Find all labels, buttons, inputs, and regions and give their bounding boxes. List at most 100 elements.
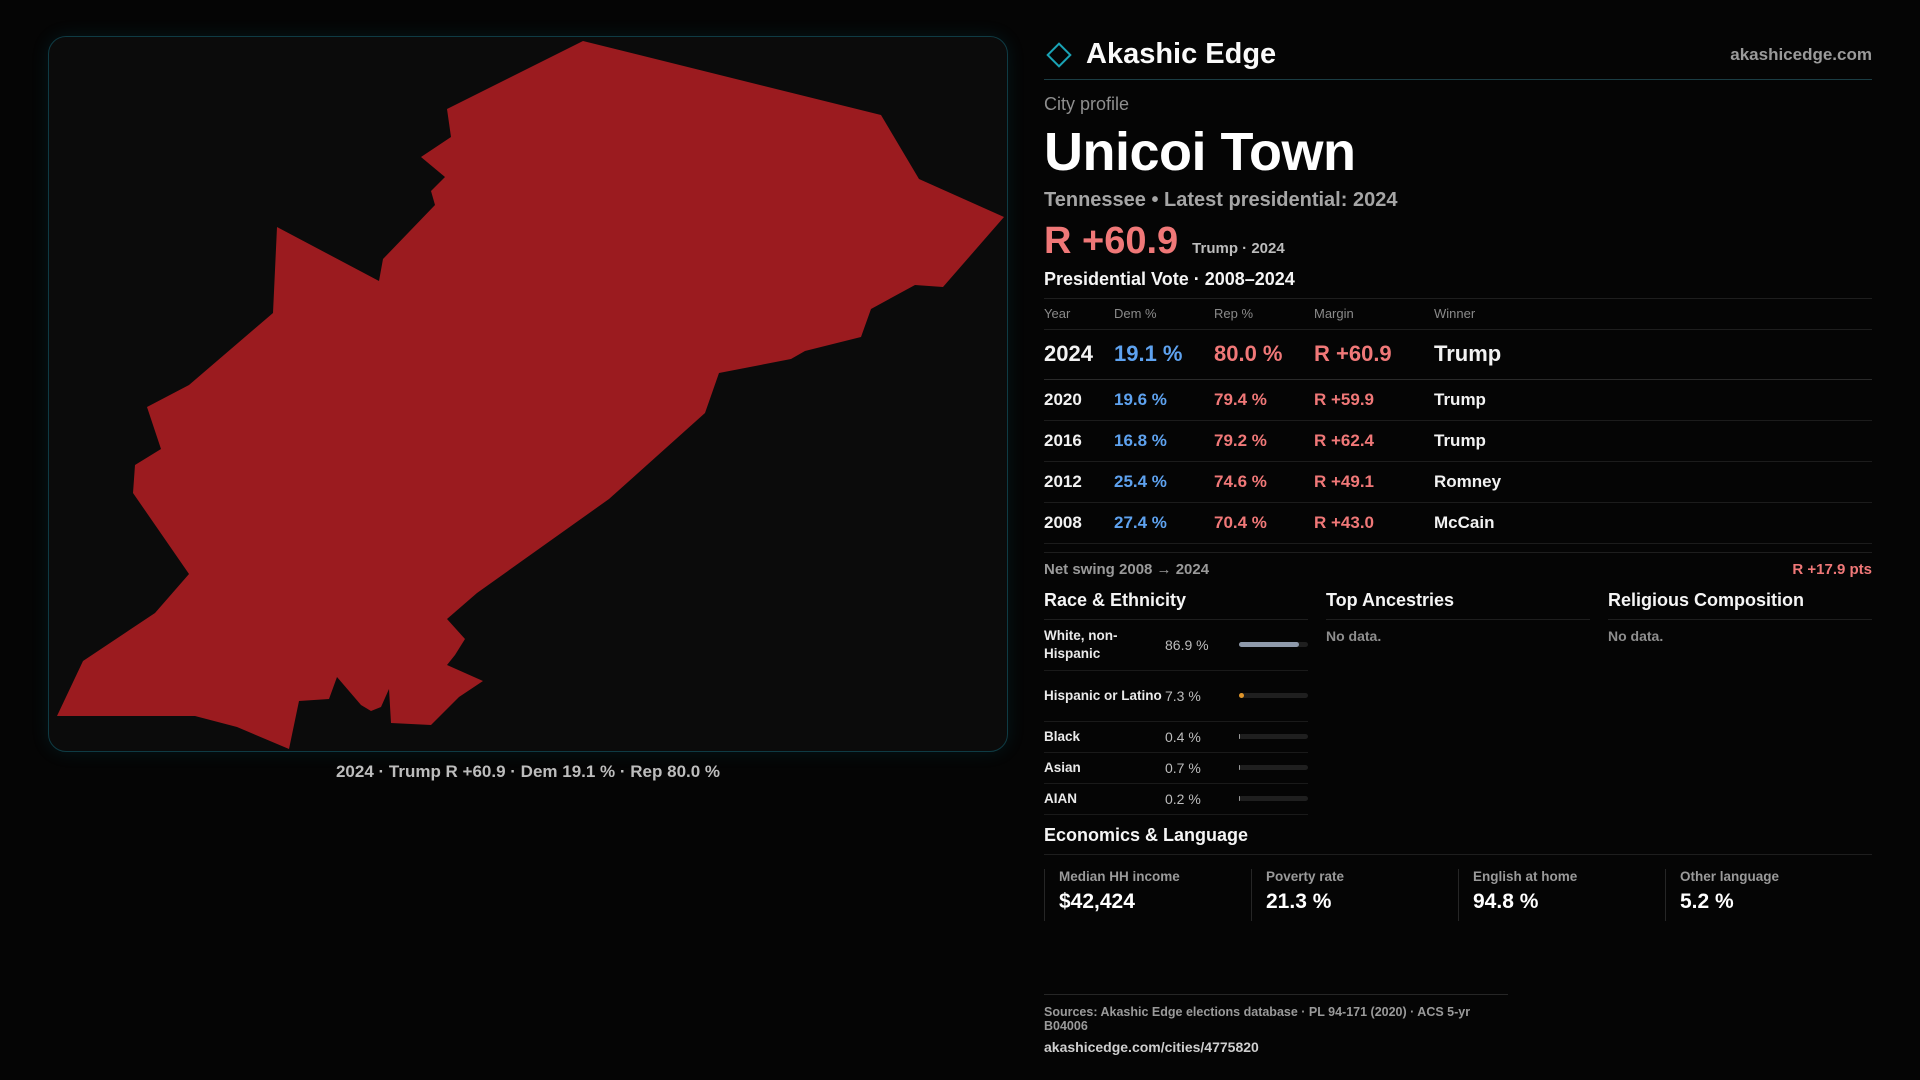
- race-bar: [1239, 642, 1308, 647]
- sources-text: Sources: Akashic Edge elections database…: [1044, 1005, 1471, 1033]
- cell-year: 2016: [1044, 420, 1114, 462]
- table-row: 2012 25.4 % 74.6 % R +49.1 Romney: [1044, 461, 1872, 503]
- list-item: Hispanic or Latino 7.3 %: [1044, 671, 1308, 722]
- diamond-icon: [1046, 41, 1072, 68]
- race-pct: 7.3 %: [1165, 687, 1201, 704]
- table-header-row: Year Dem % Rep % Margin Winner: [1044, 299, 1872, 330]
- cell-rep: 70.4 %: [1214, 502, 1314, 544]
- race-pct: 0.2 %: [1165, 790, 1201, 807]
- cell-year: 2024: [1044, 329, 1114, 380]
- swing-value: R +17.9 pts: [1792, 560, 1872, 578]
- cell-margin: R +62.4: [1314, 420, 1434, 462]
- race-name: White, non-Hispanic: [1044, 627, 1118, 661]
- stat-value: $42,424: [1059, 889, 1135, 913]
- cell-margin: R +59.9: [1314, 379, 1434, 421]
- list-item: Black 0.4 %: [1044, 722, 1308, 753]
- table-row: 2008 27.4 % 70.4 % R +43.0 McCain: [1044, 502, 1872, 544]
- city-boundary-shape: [57, 41, 1004, 749]
- headline-result: R +60.9 Trump · 2024: [1044, 220, 1872, 263]
- stat-label: English at home: [1473, 868, 1578, 884]
- cell-winner: Trump: [1434, 329, 1872, 380]
- brand-header: Akashic Edge akashicedge.com: [1044, 30, 1872, 80]
- cell-dem: 19.1 %: [1114, 329, 1214, 380]
- map-caption: 2024 · Trump R +60.9 · Dem 19.1 % · Rep …: [335, 762, 721, 781]
- cell-year: 2008: [1044, 502, 1114, 544]
- stat-median-income: Median HH income $42,424: [1044, 868, 1251, 921]
- race-pct: 86.9 %: [1165, 636, 1209, 653]
- cell-margin: R +49.1: [1314, 461, 1434, 503]
- list-item: White, non-Hispanic 86.9 %: [1044, 620, 1308, 671]
- religion-empty: No data.: [1608, 627, 1664, 644]
- page-subtitle: Tennessee • Latest presidential: 2024: [1044, 189, 1398, 211]
- table-row: 2024 19.1 % 80.0 % R +60.9 Trump: [1044, 329, 1872, 380]
- race-name: Black: [1044, 728, 1081, 744]
- stat-value: 94.8 %: [1473, 889, 1539, 913]
- stat-english-at-home: English at home 94.8 %: [1458, 868, 1665, 921]
- cell-rep: 79.4 %: [1214, 379, 1314, 421]
- cell-winner: McCain: [1434, 502, 1872, 544]
- economics-section-title: Economics & Language: [1044, 825, 1872, 855]
- page-title: Unicoi Town: [1044, 122, 1356, 182]
- religion-section: Religious Composition No data.: [1608, 590, 1872, 815]
- cell-margin: R +60.9: [1314, 329, 1434, 380]
- race-pct: 0.4 %: [1165, 728, 1201, 745]
- header-dem: Dem %: [1114, 299, 1214, 330]
- demographics-columns: Race & Ethnicity White, non-Hispanic 86.…: [1044, 590, 1872, 815]
- headline-margin: R +60.9: [1044, 220, 1179, 262]
- list-item: Asian 0.7 %: [1044, 753, 1308, 784]
- cell-winner: Trump: [1434, 379, 1872, 421]
- race-bar-fill: [1239, 796, 1241, 801]
- cell-dem: 25.4 %: [1114, 461, 1214, 503]
- sources-footer: Sources: Akashic Edge elections database…: [1044, 994, 1508, 1055]
- page-eyebrow: City profile: [1044, 94, 1130, 114]
- race-bar: [1239, 796, 1308, 801]
- list-item: AIAN 0.2 %: [1044, 784, 1308, 815]
- cell-year: 2012: [1044, 461, 1114, 503]
- ancestries-section-title: Top Ancestries: [1326, 590, 1590, 620]
- cell-winner: Trump: [1434, 420, 1872, 462]
- cell-dem: 19.6 %: [1114, 379, 1214, 421]
- race-bar: [1239, 765, 1308, 770]
- cell-dem: 27.4 %: [1114, 502, 1214, 544]
- race-name: Hispanic or Latino: [1044, 687, 1162, 703]
- race-bar-fill: [1239, 693, 1245, 698]
- race-section-title: Race & Ethnicity: [1044, 590, 1308, 620]
- brand[interactable]: Akashic Edge: [1044, 38, 1276, 71]
- profile-column: Akashic Edge akashicedge.com City profil…: [1044, 30, 1872, 921]
- header-winner: Winner: [1434, 299, 1872, 330]
- cell-rep: 74.6 %: [1214, 461, 1314, 503]
- sources-url-link[interactable]: akashicedge.com/cities/4775820: [1044, 1039, 1259, 1055]
- city-boundary-map: [57, 41, 1004, 749]
- economics-stats: Median HH income $42,424 Poverty rate 21…: [1044, 868, 1872, 921]
- brand-url-link[interactable]: akashicedge.com: [1730, 44, 1872, 64]
- race-bar-fill: [1239, 642, 1299, 647]
- header-year: Year: [1044, 299, 1114, 330]
- race-name: Asian: [1044, 759, 1081, 775]
- race-bar: [1239, 734, 1308, 739]
- cell-year: 2020: [1044, 379, 1114, 421]
- religion-section-title: Religious Composition: [1608, 590, 1872, 620]
- net-swing: Net swing 2008 → 2024 R +17.9 pts: [1044, 551, 1872, 578]
- cell-rep: 79.2 %: [1214, 420, 1314, 462]
- table-row: 2020 19.6 % 79.4 % R +59.9 Trump: [1044, 379, 1872, 421]
- cell-rep: 80.0 %: [1214, 329, 1314, 380]
- brand-name: Akashic Edge: [1086, 38, 1277, 70]
- stat-value: 5.2 %: [1680, 889, 1734, 913]
- stat-value: 21.3 %: [1266, 889, 1332, 913]
- vote-section-title: Presidential Vote · 2008–2024: [1044, 269, 1872, 299]
- cell-dem: 16.8 %: [1114, 420, 1214, 462]
- cell-winner: Romney: [1434, 461, 1872, 503]
- stat-label: Median HH income: [1059, 868, 1180, 884]
- race-bar-fill: [1239, 765, 1241, 770]
- map-panel: [48, 36, 1008, 752]
- header-margin: Margin: [1314, 299, 1434, 330]
- cell-margin: R +43.0: [1314, 502, 1434, 544]
- ancestries-empty: No data.: [1326, 627, 1382, 644]
- race-pct: 0.7 %: [1165, 759, 1201, 776]
- stat-poverty-rate: Poverty rate 21.3 %: [1251, 868, 1458, 921]
- race-bar-fill: [1239, 734, 1241, 739]
- presidential-vote-table: Year Dem % Rep % Margin Winner 2024 19.1…: [1044, 299, 1872, 544]
- header-rep: Rep %: [1214, 299, 1314, 330]
- race-name: AIAN: [1044, 790, 1077, 806]
- headline-note: Trump · 2024: [1192, 240, 1285, 257]
